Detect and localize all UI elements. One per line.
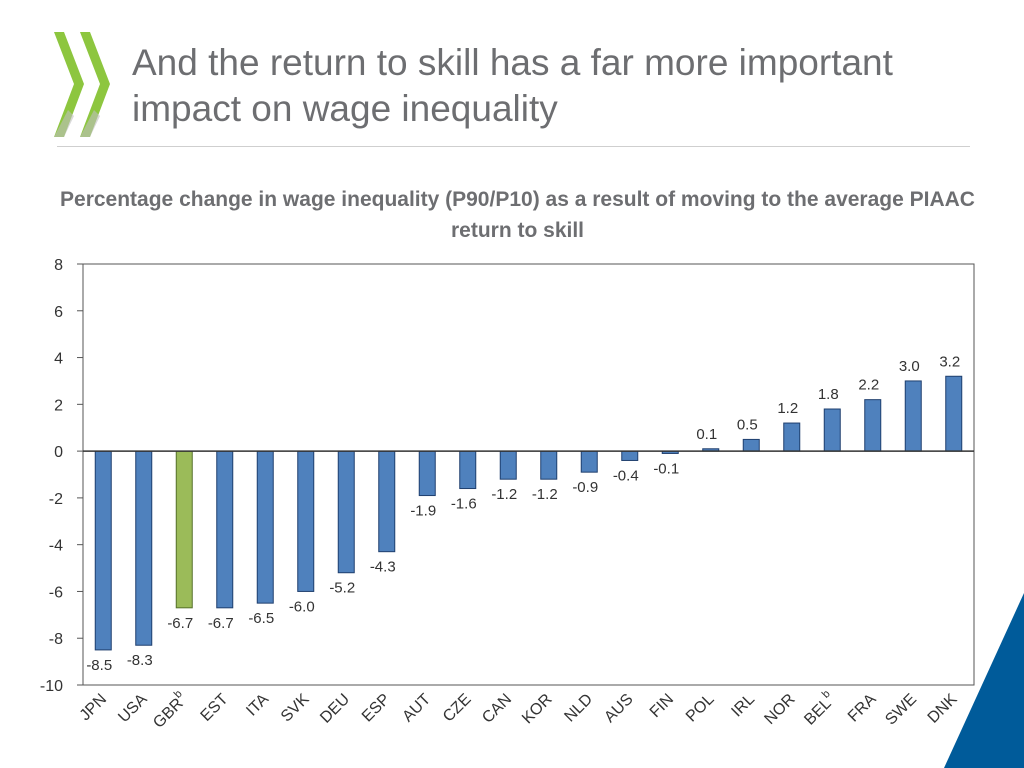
value-label-aut: -1.9 <box>410 503 436 520</box>
value-label-kor: -1.2 <box>532 486 558 503</box>
value-label-can: -1.2 <box>491 486 517 503</box>
category-label-jpn: JPN <box>77 691 110 724</box>
category-label-swe: SWE <box>882 691 920 729</box>
category-labels: JPN USA GBRb EST ITA SVK DEU ESP AUT CZE CAN KOR NLD… <box>77 688 961 732</box>
logo-shadow-right <box>80 110 100 137</box>
category-label-usa: USA <box>115 691 151 727</box>
bar-aus <box>621 450 639 461</box>
category-label-nor: NOR <box>761 691 798 728</box>
bar-kor <box>540 450 558 480</box>
bar-can <box>499 450 517 480</box>
bar-fra <box>864 399 882 452</box>
corner-decoration <box>944 593 1024 768</box>
category-label-gbr: GBRb <box>147 688 191 732</box>
logo-shadow-left <box>54 110 74 137</box>
category-label-irl: IRL <box>728 691 758 721</box>
category-label-est: EST <box>198 691 232 725</box>
bar-ita <box>256 450 274 604</box>
bar-cze <box>459 450 477 490</box>
value-label-fra: 2.2 <box>858 377 879 394</box>
y-tick-label: 8 <box>54 257 63 274</box>
bar-esp <box>378 450 396 553</box>
category-label-cze: CZE <box>440 691 475 726</box>
value-label-swe: 3.0 <box>899 358 920 375</box>
category-label-bel: BELb <box>799 688 840 729</box>
value-label-est: -6.7 <box>208 615 234 632</box>
value-labels: -8.5 -8.3 -6.7 -6.7 -6.5 -6.0 -5.2 -4.3 -1.9 -1.6… <box>86 353 960 674</box>
title-divider <box>57 146 970 147</box>
category-label-pol: POL <box>683 691 718 726</box>
y-tick-label: 4 <box>54 351 63 368</box>
y-tick-label: -2 <box>49 491 63 508</box>
bar-nor <box>783 422 801 452</box>
y-tick-label: 6 <box>54 304 63 321</box>
y-tick-label: -10 <box>40 678 63 695</box>
y-tick-label: -4 <box>49 538 63 555</box>
y-tick-label: -6 <box>49 584 63 601</box>
category-label-deu: DEU <box>317 691 353 727</box>
value-label-dnk: 3.2 <box>939 353 960 370</box>
value-label-usa: -8.3 <box>127 652 153 669</box>
bar-est <box>216 450 234 609</box>
bar-aut <box>418 450 436 497</box>
value-label-gbr: -6.7 <box>167 615 193 632</box>
bar-bel <box>823 408 841 452</box>
category-label-esp: ESP <box>359 691 394 726</box>
bar-deu <box>337 450 355 574</box>
category-label-fin: FIN <box>647 691 677 721</box>
bar-svk <box>297 450 315 592</box>
y-tick-label: 0 <box>54 444 63 461</box>
bar-irl <box>742 438 760 452</box>
value-label-bel: 1.8 <box>818 386 839 403</box>
bar-dnk <box>945 375 963 452</box>
value-label-esp: -4.3 <box>370 559 396 576</box>
value-label-ita: -6.5 <box>248 610 274 627</box>
value-label-nor: 1.2 <box>777 400 798 417</box>
category-label-nld: NLD <box>561 691 596 726</box>
category-label-svk: SVK <box>278 691 313 726</box>
category-label-fra: FRA <box>845 691 880 726</box>
value-label-cze: -1.6 <box>451 496 477 513</box>
category-label-ita: ITA <box>243 691 272 720</box>
bar-nld <box>580 450 598 473</box>
value-label-pol: 0.1 <box>696 426 717 443</box>
value-label-fin: -0.1 <box>653 460 679 477</box>
category-label-kor: KOR <box>519 691 556 728</box>
bar-gbr <box>175 450 193 609</box>
value-label-deu: -5.2 <box>329 580 355 597</box>
bars <box>94 375 963 651</box>
category-label-aus: AUS <box>601 691 636 726</box>
bar-swe <box>904 380 922 452</box>
bar-usa <box>135 450 153 646</box>
value-label-irl: 0.5 <box>737 416 758 433</box>
category-label-aut: AUT <box>399 691 434 726</box>
category-footnote-marker: b <box>820 688 833 701</box>
corner-triangle <box>944 593 1024 768</box>
y-tick-label: 2 <box>54 397 63 414</box>
oecd-logo <box>54 32 110 137</box>
y-axis: -10 -8 -6 -4 -2 0 2 4 6 8 <box>40 257 83 695</box>
value-label-svk: -6.0 <box>289 598 315 615</box>
value-label-aus: -0.4 <box>613 467 639 484</box>
bar-jpn <box>94 450 112 651</box>
category-label-can: CAN <box>479 691 515 727</box>
category-footnote-marker: b <box>172 688 185 701</box>
slide-title: And the return to skill has a far more i… <box>132 42 893 129</box>
value-label-jpn: -8.5 <box>86 657 112 674</box>
chart-title: Percentage change in wage inequality (P9… <box>60 188 975 242</box>
value-label-nld: -0.9 <box>572 479 598 496</box>
y-tick-label: -8 <box>49 631 63 648</box>
